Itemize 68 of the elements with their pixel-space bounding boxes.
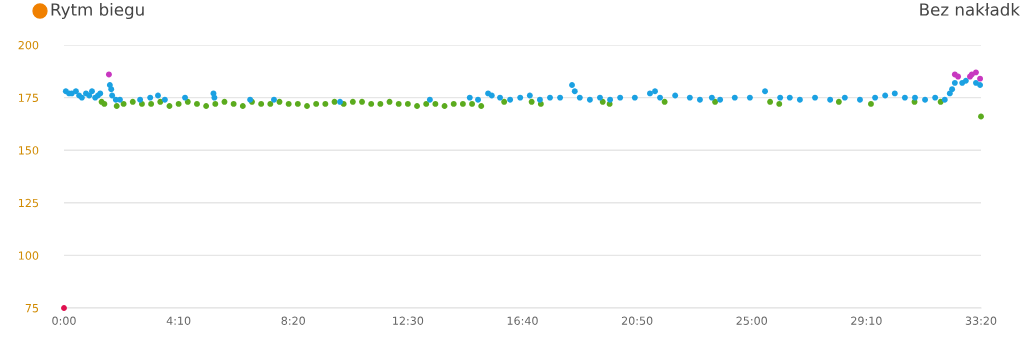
point	[203, 103, 210, 109]
point	[294, 100, 301, 107]
point	[395, 100, 402, 107]
point	[767, 98, 774, 105]
x-tick-label: 12:30	[393, 316, 424, 325]
point	[285, 100, 292, 107]
x-tick-label: 20:50	[621, 316, 653, 325]
point	[776, 100, 783, 107]
point	[661, 98, 668, 105]
point	[105, 71, 112, 78]
text: Bez nakładk	[920, 2, 1020, 16]
point	[194, 100, 200, 107]
point	[322, 100, 329, 107]
point	[973, 69, 979, 76]
point	[239, 103, 246, 109]
point	[414, 103, 420, 109]
point	[129, 98, 136, 105]
point	[113, 103, 120, 109]
point	[349, 98, 356, 105]
point	[175, 100, 182, 107]
point	[469, 100, 476, 107]
point	[258, 100, 265, 107]
point	[712, 98, 719, 105]
point	[212, 100, 219, 107]
y-tick-label: 150	[19, 146, 39, 155]
point	[148, 100, 155, 107]
point	[835, 98, 842, 105]
y-tick-label: 75	[25, 304, 39, 313]
point	[423, 100, 430, 107]
chart-title: Rytm biegu	[51, 2, 144, 20]
x-tick-label: 25:00	[736, 316, 768, 325]
point	[184, 98, 191, 105]
point	[441, 103, 448, 109]
point	[386, 98, 393, 105]
point	[368, 100, 375, 107]
x-tick-label: 16:40	[507, 316, 538, 325]
y-tick-label: 175	[19, 93, 39, 102]
point	[501, 98, 508, 105]
point	[404, 100, 411, 107]
point	[221, 98, 228, 105]
point	[459, 100, 466, 107]
point	[359, 98, 365, 105]
y-tick-label: 200	[18, 40, 39, 50]
point	[166, 103, 173, 109]
point	[977, 75, 984, 82]
point	[267, 100, 274, 107]
y-tick-label: 125	[19, 198, 39, 208]
x-tick-label: 29:10	[851, 316, 882, 325]
point	[230, 100, 237, 107]
x-tick-label: 4:10	[166, 316, 191, 325]
point	[955, 73, 962, 80]
point	[313, 100, 320, 107]
point	[450, 100, 457, 107]
x-tick-label: 33:20	[965, 316, 997, 325]
point	[120, 100, 127, 107]
point	[276, 98, 283, 105]
x-tick-label: 0:00	[52, 316, 76, 325]
point	[432, 100, 439, 107]
point	[528, 98, 535, 105]
y-tick-label: 100	[19, 251, 39, 260]
point	[478, 103, 485, 109]
point	[599, 98, 606, 105]
point	[331, 98, 338, 105]
x-tick-label: 8:20	[281, 316, 305, 325]
point	[868, 100, 874, 107]
point	[157, 98, 164, 105]
point	[978, 113, 984, 120]
point	[377, 100, 384, 107]
